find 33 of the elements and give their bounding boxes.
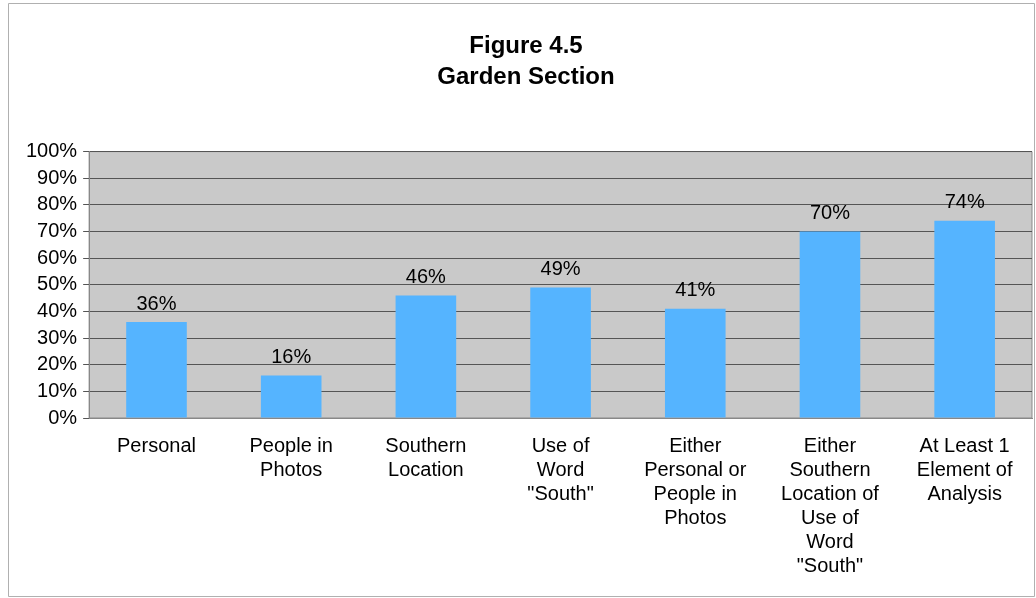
bar [664, 308, 726, 418]
data-label: 16% [271, 344, 312, 367]
x-tick-label: Southern Location [385, 433, 467, 480]
data-label: 36% [136, 291, 177, 314]
data-label: 49% [540, 256, 581, 279]
y-tick-label: 0% [48, 405, 78, 428]
data-label: 46% [405, 264, 447, 287]
x-tick-label: Either Personal or People in Photos [644, 433, 747, 528]
bar [395, 295, 457, 418]
x-tick-label: Either Southern Location of Use of Word "South" [781, 433, 880, 576]
x-tick-label: Use of Word "South" [527, 433, 594, 504]
y-tick-label: 20% [37, 352, 78, 375]
y-tick-label: 100% [26, 139, 78, 162]
y-tick-label: 80% [37, 192, 78, 215]
bar [934, 220, 995, 418]
data-label: 41% [675, 278, 716, 301]
bar [530, 287, 591, 418]
x-tick-label: People in Photos [249, 433, 333, 480]
y-tick-label: 50% [37, 272, 78, 295]
y-tick-label: 60% [37, 245, 78, 268]
y-tick-label: 90% [37, 165, 78, 188]
x-tick-label: At Least 1 Element of Analysis [916, 433, 1013, 504]
chart-subtitle: Garden Section [437, 61, 615, 89]
chart-title: Figure 4.5 [469, 31, 583, 59]
y-tick-label: 40% [37, 298, 78, 321]
bar [799, 231, 861, 418]
bar [260, 375, 322, 418]
y-tick-label: 70% [37, 219, 78, 242]
y-tick-label: 10% [37, 378, 78, 401]
bar [126, 322, 187, 418]
x-tick-label: Personal [117, 433, 196, 456]
y-tick-label: 30% [37, 325, 78, 348]
data-label: 70% [809, 201, 851, 224]
